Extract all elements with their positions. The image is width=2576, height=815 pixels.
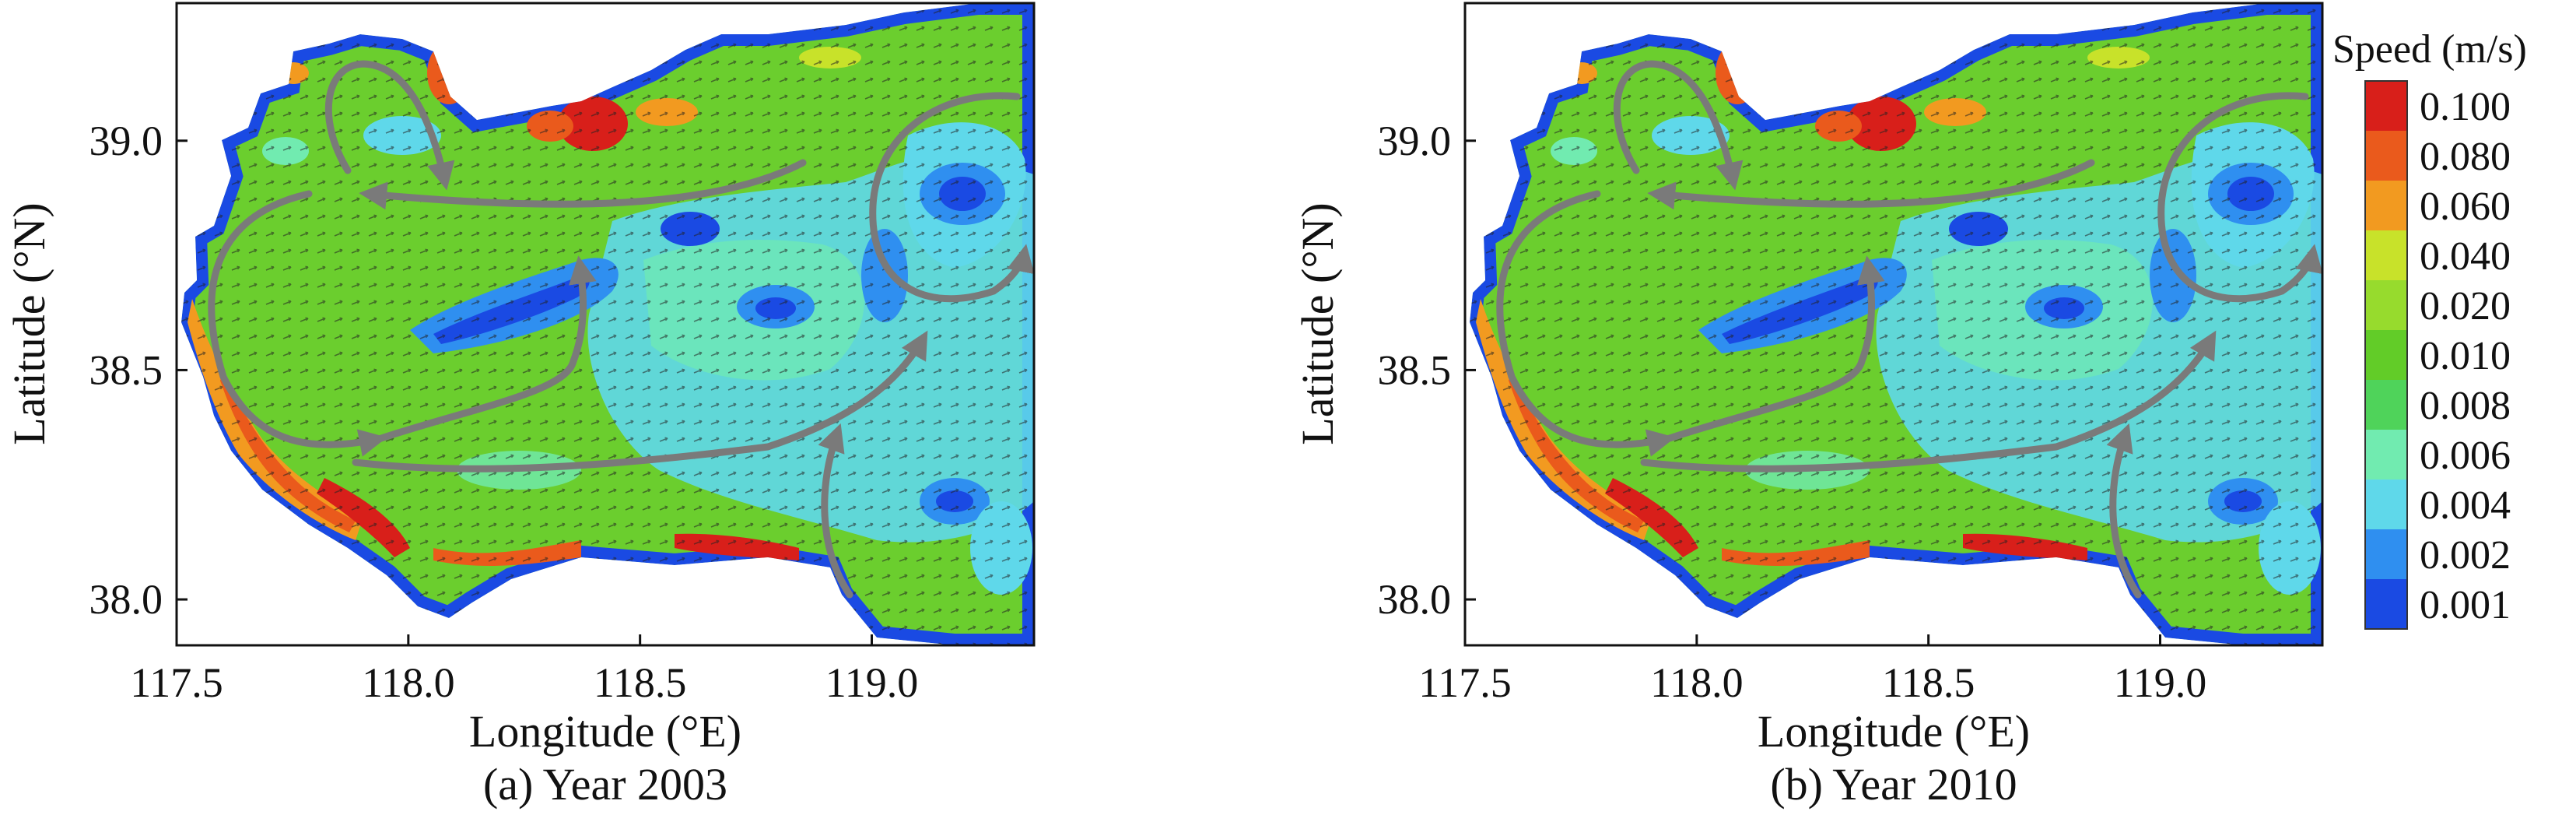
- y-axis-label: Latitude (°N): [1292, 202, 1343, 444]
- legend-label: 0.040: [2420, 234, 2511, 279]
- legend-swatch: [2365, 480, 2407, 529]
- x-tick-label: 118.0: [362, 659, 455, 706]
- circulation-arrow: [2106, 423, 2142, 599]
- y-tick-label: 38.5: [1378, 346, 1452, 393]
- y-tick-label: 39.0: [89, 118, 163, 164]
- circulation-arrow: [208, 190, 387, 457]
- legend-frame: [2364, 80, 2408, 630]
- circulation-arrows-b: [1496, 60, 2323, 599]
- y-ticks-b: 39.0 38.5 38.0: [1378, 118, 1476, 623]
- y-tick-label: 38.0: [89, 576, 163, 623]
- x-axis-label: Longitude (°E): [1758, 706, 2030, 757]
- legend-label: 0.010: [2420, 334, 2511, 378]
- y-ticks-a: 39.0 38.5 38.0: [89, 118, 188, 623]
- legend-swatch: [2365, 430, 2407, 480]
- legend-label: 0.006: [2420, 434, 2511, 478]
- circulation-arrow: [324, 60, 455, 191]
- circulation-arrow: [359, 159, 807, 210]
- legend-swatch: [2365, 380, 2407, 430]
- x-tick-label: 119.0: [2114, 659, 2207, 706]
- y-tick-label: 39.0: [1378, 118, 1452, 164]
- panel-b: 117.5 118.0 118.5 119.0 39.0 38.5 38.0 Longit…: [1292, 2, 2324, 810]
- legend-swatch: [2365, 230, 2407, 280]
- y-axis-label: Latitude (°N): [4, 202, 54, 444]
- legend-swatch: [2365, 181, 2407, 230]
- x-tick-label: 119.0: [825, 659, 919, 706]
- legend-label: 0.060: [2420, 184, 2511, 229]
- panel-caption: (a) Year 2003: [483, 759, 727, 810]
- legend-label: 0.004: [2420, 483, 2511, 528]
- circulation-arrows-a: [208, 60, 1035, 599]
- circulation-arrow: [818, 423, 853, 599]
- x-tick-label: 118.5: [594, 659, 687, 706]
- circulation-arrow: [1640, 330, 2217, 472]
- legend-title: Speed (m/s): [2332, 27, 2527, 72]
- x-tick-label: 118.0: [1650, 659, 1744, 706]
- legend-swatch: [2365, 579, 2407, 629]
- circulation-arrow: [1647, 159, 2095, 210]
- circulation-arrow: [1496, 190, 1676, 457]
- plot-frame-b: [1463, 2, 2324, 647]
- x-ticks-a: 117.5 118.0 118.5 119.0: [130, 634, 918, 706]
- legend-label: 0.020: [2420, 284, 2511, 328]
- circulation-arrow: [352, 330, 928, 472]
- x-tick-label: 117.5: [1418, 659, 1512, 706]
- y-tick-label: 38.0: [1378, 576, 1452, 623]
- x-axis-label: Longitude (°E): [469, 706, 741, 757]
- legend-label: 0.100: [2420, 85, 2511, 129]
- color-legend: Speed (m/s) 0.100 0.080 0.060 0.040 0.020 0.0…: [2332, 27, 2527, 630]
- legend-swatch: [2365, 280, 2407, 330]
- legend-label: 0.001: [2420, 583, 2511, 627]
- circulation-arrow: [1613, 60, 1744, 191]
- panel-a: 117.5 118.0 118.5 119.0 39.0 38.5 38.0 Longit…: [4, 2, 1036, 810]
- circulation-arrow: [1663, 255, 1885, 443]
- x-ticks-b: 117.5 118.0 118.5 119.0: [1418, 634, 2206, 706]
- legend-label: 0.008: [2420, 384, 2511, 428]
- land-a: [177, 3, 978, 645]
- legend-label: 0.002: [2420, 533, 2511, 578]
- legend-swatch: [2365, 330, 2407, 380]
- land-b: [1465, 3, 2266, 645]
- legend-swatch: [2365, 131, 2407, 181]
- legend-swatch: [2365, 529, 2407, 579]
- circulation-arrow: [375, 255, 597, 443]
- panel-caption: (b) Year 2010: [1770, 759, 2017, 810]
- x-tick-label: 117.5: [130, 659, 223, 706]
- legend-label: 0.080: [2420, 135, 2511, 179]
- x-tick-label: 118.5: [1882, 659, 1975, 706]
- y-tick-label: 38.5: [89, 346, 163, 393]
- legend-swatch: [2365, 81, 2407, 131]
- plot-frame-a: [175, 2, 1036, 647]
- circulation-arrow: [869, 92, 1035, 303]
- legend-swatches: 0.100 0.080 0.060 0.040 0.020 0.010 0.008 0.006…: [2364, 80, 2511, 630]
- circulation-arrow: [2157, 92, 2323, 303]
